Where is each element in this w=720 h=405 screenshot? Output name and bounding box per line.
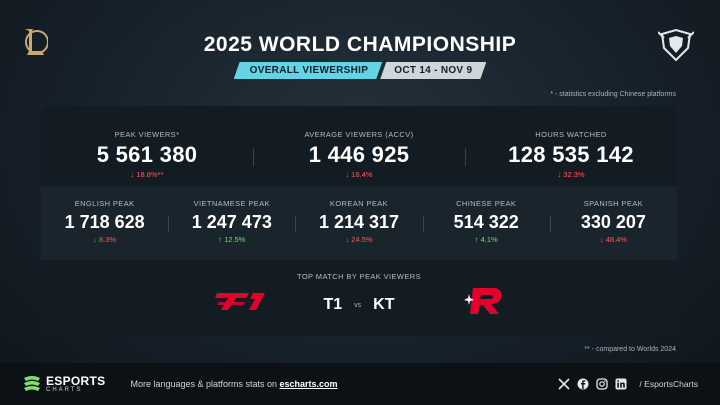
stat-label: ENGLISH PEAK (74, 199, 135, 208)
korean-peak-stat: KOREAN PEAK 1 214 317 ↓ 24.5% (295, 186, 422, 260)
stat-value: 330 207 (580, 212, 646, 232)
stat-change: ↓ 32.3% (557, 170, 585, 179)
brand-name: ESPORTS (46, 374, 106, 388)
stat-value: 5 561 380 (96, 142, 198, 167)
english-peak-stat: ENGLISH PEAK 1 718 628 ↓ 8.3% (41, 186, 168, 260)
stat-change: ↓ 8.3% (93, 235, 117, 244)
facebook-icon[interactable] (577, 378, 589, 390)
linkedin-icon[interactable] (615, 378, 627, 390)
stat-change: ↓ 48.4% (599, 235, 627, 244)
team1-name: T1 (323, 296, 343, 313)
stat-change: ↓ 24.5% (345, 235, 373, 244)
escharts-link[interactable]: escharts.com (279, 379, 338, 389)
peak-viewers-stat: PEAK VIEWERS* 5 561 380 ↓ 18.8%** (41, 106, 253, 186)
instagram-icon[interactable] (596, 378, 609, 390)
vietnamese-peak-stat: VIETNAMESE PEAK 1 247 473 ↑ 12.5% (168, 186, 295, 260)
more-stats-text: More languages & platforms stats on esch… (130, 379, 337, 389)
spanish-peak-stat: SPANISH PEAK 330 207 ↓ 48.4% (549, 186, 677, 260)
teams-row: T1 vs KT (41, 296, 677, 314)
more-text: More languages & platforms stats on (130, 379, 280, 389)
social-handle[interactable]: / EsportsCharts (639, 379, 698, 389)
x-icon[interactable] (558, 378, 570, 390)
date-range-tag: OCT 14 - NOV 9 (380, 62, 486, 79)
esports-charts-logo-icon (24, 376, 40, 391)
stat-change: ↑ 12.5% (218, 235, 246, 244)
kt-rolster-logo (464, 288, 502, 314)
stat-label: KOREAN PEAK (329, 199, 389, 208)
stat-value: 1 446 925 (308, 142, 410, 167)
chinese-platforms-note: * - statistics excluding Chinese platfor… (550, 91, 676, 98)
stat-label: AVERAGE VIEWERS (ACCV) (304, 130, 414, 139)
esports-charts-brand: ESPORTS CHARTS (46, 375, 105, 393)
t1-team-logo (215, 293, 265, 310)
stat-value: 1 214 317 (318, 212, 400, 232)
subtitle-row: OVERALL VIEWERSHIP OCT 14 - NOV 9 (0, 62, 720, 79)
stat-change: ↑ 4.1% (474, 235, 498, 244)
hours-watched-stat: HOURS WATCHED 128 535 142 ↓ 32.3% (465, 106, 677, 186)
stat-label: CHINESE PEAK (456, 199, 517, 208)
chinese-peak-stat: CHINESE PEAK 514 322 ↑ 4.1% (422, 186, 550, 260)
page-title: 2025 WORLD CHAMPIONSHIP (203, 33, 517, 56)
stat-value: 1 718 628 (64, 212, 145, 232)
stats-panel: PEAK VIEWERS* 5 561 380 ↓ 18.8%** AVERAG… (41, 106, 677, 336)
team2-name: KT (373, 296, 395, 313)
vs-label: vs (354, 301, 362, 309)
stat-label: HOURS WATCHED (535, 130, 607, 139)
worlds-trophy-logo (658, 28, 694, 62)
overall-viewership-tag: OVERALL VIEWERSHIP (234, 62, 383, 79)
footer-bar: ESPORTS CHARTS More languages & platform… (0, 363, 720, 405)
stat-value: 128 535 142 (508, 142, 634, 167)
main-stats-row: PEAK VIEWERS* 5 561 380 ↓ 18.8%** AVERAG… (41, 106, 677, 186)
language-stats-row: ENGLISH PEAK 1 718 628 ↓ 8.3% VIETNAMESE… (41, 186, 677, 260)
brand-sub: CHARTS (46, 387, 83, 393)
stat-value: 514 322 (453, 212, 519, 232)
social-links (558, 378, 627, 390)
top-match-label: TOP MATCH BY PEAK VIEWERS (296, 272, 422, 281)
league-of-legends-logo (25, 29, 48, 55)
average-viewers-stat: AVERAGE VIEWERS (ACCV) 1 446 925 ↓ 16.4% (253, 106, 465, 186)
top-match-section: TOP MATCH BY PEAK VIEWERS T1 vs KT (41, 260, 677, 336)
stat-label: SPANISH PEAK (583, 199, 644, 208)
stat-change: ↓ 18.8%** (130, 170, 164, 179)
stat-value: 1 247 473 (191, 212, 272, 232)
comparison-note: ** - compared to Worlds 2024 (584, 346, 676, 353)
stat-change: ↓ 16.4% (345, 170, 373, 179)
stat-label: VIETNAMESE PEAK (193, 199, 271, 208)
stat-label: PEAK VIEWERS* (114, 130, 180, 139)
